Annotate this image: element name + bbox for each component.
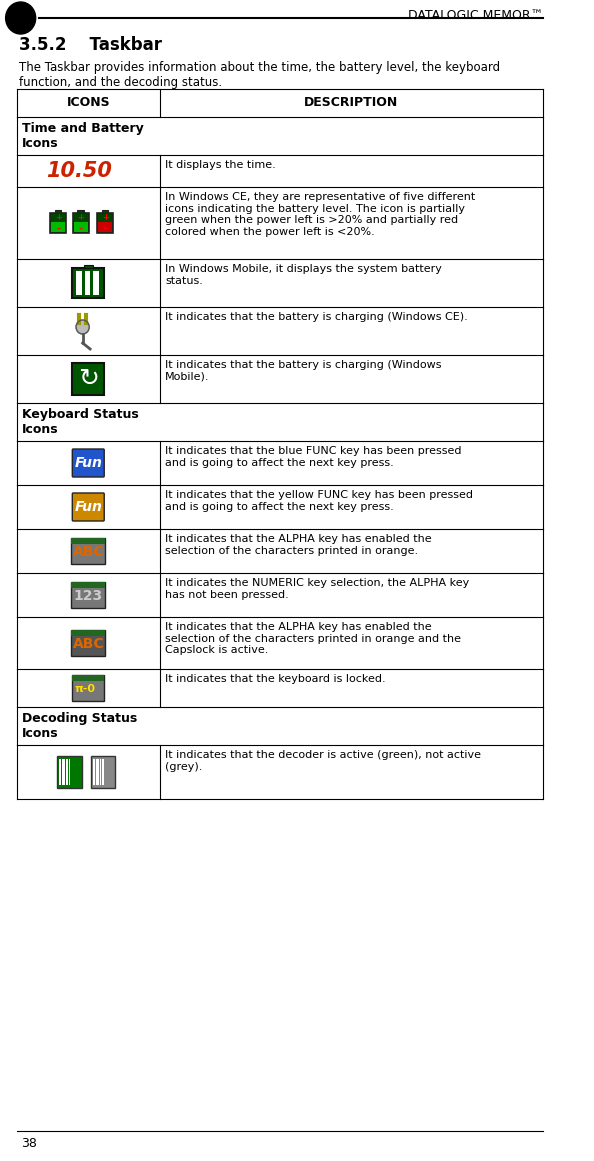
Text: It indicates that the keyboard is locked.: It indicates that the keyboard is locked… [165, 675, 386, 684]
Text: π-0: π-0 [74, 684, 95, 694]
Text: Time and Battery
Icons: Time and Battery Icons [21, 122, 143, 150]
Text: 10.50: 10.50 [46, 161, 112, 181]
Text: ABC: ABC [72, 637, 104, 651]
Bar [98, 222, 112, 232]
Bar [102, 759, 104, 785]
Bar [72, 675, 104, 701]
Bar [71, 582, 105, 608]
Text: +: + [102, 214, 109, 223]
Bar [71, 538, 105, 564]
Bar [74, 222, 88, 232]
Text: It indicates that the battery is charging (Windows
Mobile).: It indicates that the battery is chargin… [165, 360, 442, 382]
Bar [62, 759, 65, 785]
Text: It indicates the NUMERIC key selection, the ALPHA key
has not been pressed.: It indicates the NUMERIC key selection, … [165, 578, 469, 599]
Circle shape [76, 320, 89, 334]
Bar [72, 363, 104, 395]
Text: Fun: Fun [74, 500, 102, 514]
Text: ICONS: ICONS [67, 95, 110, 108]
Text: Decoding Status
Icons: Decoding Status Icons [21, 712, 137, 740]
Bar [93, 759, 95, 785]
Text: -: - [79, 224, 83, 235]
Bar [73, 212, 89, 233]
Bar [72, 675, 104, 682]
Text: It displays the time.: It displays the time. [165, 160, 276, 170]
Bar [72, 268, 104, 298]
Text: ↻: ↻ [78, 367, 99, 391]
Text: It indicates that the ALPHA key has enabled the
selection of the characters prin: It indicates that the ALPHA key has enab… [165, 622, 462, 655]
Text: In Windows Mobile, it displays the system battery
status.: In Windows Mobile, it displays the syste… [165, 264, 442, 286]
Text: In Windows CE, they are representative of five different
icons indicating the ba: In Windows CE, they are representative o… [165, 192, 476, 237]
Text: 38: 38 [21, 1137, 37, 1151]
Bar [66, 759, 68, 785]
Text: The Taskbar provides information about the time, the battery level, the keyboard: The Taskbar provides information about t… [19, 62, 500, 89]
Circle shape [5, 2, 36, 34]
FancyBboxPatch shape [72, 449, 104, 477]
Bar [91, 756, 115, 788]
Bar [59, 759, 61, 785]
Text: ABC: ABC [72, 545, 104, 558]
Bar [51, 222, 65, 232]
Bar [55, 210, 62, 212]
Bar [97, 212, 113, 233]
Bar [84, 265, 93, 268]
Text: +: + [55, 214, 62, 223]
Bar [93, 271, 99, 295]
FancyBboxPatch shape [72, 493, 104, 521]
Text: It indicates that the ALPHA key has enabled the
selection of the characters prin: It indicates that the ALPHA key has enab… [165, 534, 432, 556]
Bar [77, 210, 84, 212]
Text: DATALOGIC MEMOR™: DATALOGIC MEMOR™ [407, 9, 543, 22]
Text: -: - [103, 224, 107, 235]
Bar [71, 630, 105, 656]
Text: It indicates that the battery is charging (Windows CE).: It indicates that the battery is chargin… [165, 312, 468, 322]
Text: 3: 3 [16, 10, 26, 26]
Text: Fun: Fun [74, 456, 102, 470]
Text: Keyboard Status
Icons: Keyboard Status Icons [21, 408, 138, 437]
Bar [84, 271, 90, 295]
Bar [76, 271, 82, 295]
Bar [57, 756, 82, 788]
Text: 123: 123 [74, 589, 103, 603]
Text: It indicates that the decoder is active (green), not active
(grey).: It indicates that the decoder is active … [165, 750, 481, 772]
Bar [102, 210, 109, 212]
Text: +: + [77, 214, 84, 223]
Bar [96, 759, 99, 785]
Bar [71, 538, 105, 545]
Bar [50, 212, 66, 233]
Bar [17, 89, 543, 799]
Text: DESCRIPTION: DESCRIPTION [304, 95, 399, 108]
Text: 3.5.2    Taskbar: 3.5.2 Taskbar [19, 36, 162, 55]
Bar [71, 582, 105, 587]
Bar [68, 759, 71, 785]
Text: It indicates that the blue FUNC key has been pressed
and is going to affect the : It indicates that the blue FUNC key has … [165, 446, 462, 468]
Bar [71, 630, 105, 636]
Bar [100, 759, 102, 785]
Text: It indicates that the yellow FUNC key has been pressed
and is going to affect th: It indicates that the yellow FUNC key ha… [165, 490, 473, 512]
Text: -: - [56, 224, 60, 235]
